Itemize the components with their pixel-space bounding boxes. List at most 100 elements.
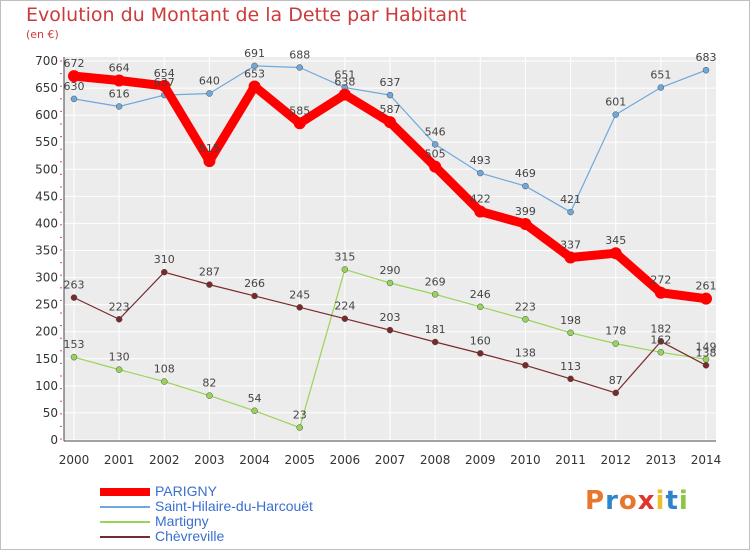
x-tick-label: 2004 — [239, 453, 270, 467]
data-point-3 — [70, 294, 78, 301]
data-point-0 — [519, 217, 532, 230]
data-label-0: 664 — [109, 61, 130, 74]
data-label-2: 54 — [248, 392, 262, 405]
y-tick-label: 150 — [35, 352, 58, 366]
data-label-2: 178 — [605, 325, 626, 338]
data-point-0 — [654, 286, 667, 299]
data-point-1 — [477, 169, 484, 177]
x-tick-label: 2012 — [600, 453, 631, 467]
data-label-2: 162 — [650, 333, 671, 346]
legend-swatch-parigny — [100, 488, 150, 496]
data-point-1 — [296, 64, 303, 71]
data-label-1: 616 — [109, 87, 130, 100]
data-point-0 — [68, 70, 80, 83]
data-label-1: 651 — [334, 69, 355, 82]
data-point-0 — [564, 251, 577, 264]
chart-subtitle: (en €) — [26, 28, 59, 41]
data-label-0: 399 — [515, 205, 536, 218]
data-label-3: 138 — [696, 346, 717, 359]
logo-letter: i — [678, 486, 689, 516]
data-label-1: 683 — [696, 51, 717, 64]
data-point-1 — [657, 84, 665, 91]
x-tick-label: 2002 — [149, 453, 180, 467]
data-label-2: 290 — [380, 264, 401, 277]
data-label-0: 585 — [289, 104, 310, 117]
data-label-3: 203 — [380, 311, 401, 324]
y-tick-label: 650 — [35, 81, 58, 95]
data-point-3 — [477, 350, 484, 357]
data-label-3: 138 — [515, 346, 536, 359]
data-label-1: 637 — [380, 76, 401, 89]
legend-swatch-chevreville — [100, 536, 150, 538]
x-tick-label: 2010 — [510, 453, 541, 467]
legend-label-parigny: PARIGNY — [155, 483, 217, 499]
x-tick-label: 2008 — [420, 453, 451, 467]
data-point-3 — [567, 375, 574, 383]
data-point-0 — [158, 79, 171, 92]
logo-letter: t — [665, 486, 679, 516]
y-tick-label: 50 — [43, 406, 58, 420]
data-label-3: 181 — [425, 323, 446, 336]
data-point-0 — [293, 117, 306, 130]
y-tick-label: 400 — [35, 216, 58, 230]
data-label-0: 587 — [380, 103, 401, 116]
x-tick-label: 2013 — [646, 453, 677, 467]
data-point-3 — [386, 326, 394, 334]
data-point-2 — [431, 291, 439, 298]
data-point-1 — [115, 103, 123, 110]
y-tick-label: 250 — [35, 298, 58, 312]
data-label-1: 637 — [154, 76, 175, 89]
y-tick-label: 200 — [35, 325, 58, 339]
x-tick-label: 2005 — [284, 453, 315, 467]
y-tick-label: 0 — [50, 433, 58, 447]
data-point-2 — [612, 340, 619, 347]
data-point-0 — [338, 88, 351, 101]
legend-label-chevreville: Chèvreville — [155, 528, 225, 544]
data-label-1: 630 — [64, 80, 85, 93]
x-tick-label: 2011 — [555, 453, 586, 467]
data-label-2: 149 — [696, 340, 717, 353]
data-label-2: 153 — [64, 338, 85, 351]
y-tick-label: 100 — [35, 379, 58, 393]
x-tick-label: 2014 — [691, 453, 722, 467]
legend-label-martigny: Martigny — [155, 513, 209, 529]
data-point-2 — [522, 316, 529, 323]
data-point-2 — [206, 392, 213, 399]
data-point-2 — [115, 366, 123, 373]
data-point-2 — [70, 353, 78, 361]
data-label-3: 87 — [609, 374, 623, 387]
data-label-3: 266 — [244, 277, 265, 290]
data-point-2 — [386, 279, 394, 287]
data-point-1 — [431, 141, 439, 148]
data-label-3: 263 — [64, 279, 85, 292]
data-label-3: 113 — [560, 360, 581, 373]
data-point-3 — [115, 316, 123, 323]
data-label-1: 469 — [515, 167, 536, 180]
data-label-2: 23 — [293, 409, 307, 422]
data-point-3 — [251, 292, 258, 300]
data-label-0: 261 — [696, 280, 717, 293]
data-label-3: 287 — [199, 266, 220, 279]
x-tick-label: 2009 — [465, 453, 496, 467]
data-point-1 — [70, 95, 78, 103]
data-point-3 — [612, 389, 619, 397]
data-label-0: 672 — [64, 57, 85, 70]
x-tick-label: 2003 — [194, 453, 225, 467]
data-label-1: 493 — [470, 154, 491, 167]
data-point-3 — [431, 338, 439, 346]
legend-swatch-saint-hilaire — [100, 506, 150, 508]
data-point-3 — [657, 338, 665, 345]
data-point-2 — [477, 303, 484, 311]
data-label-1: 601 — [605, 96, 626, 109]
data-label-0: 505 — [425, 148, 446, 161]
data-label-1: 640 — [199, 74, 220, 87]
data-point-0 — [248, 80, 261, 93]
logo-letter: P — [585, 486, 606, 516]
data-point-0 — [429, 160, 442, 173]
data-point-0 — [384, 116, 396, 129]
data-point-2 — [161, 378, 168, 385]
legend-swatch-martigny — [100, 521, 150, 523]
data-point-2 — [296, 424, 303, 431]
data-point-2 — [341, 266, 349, 273]
